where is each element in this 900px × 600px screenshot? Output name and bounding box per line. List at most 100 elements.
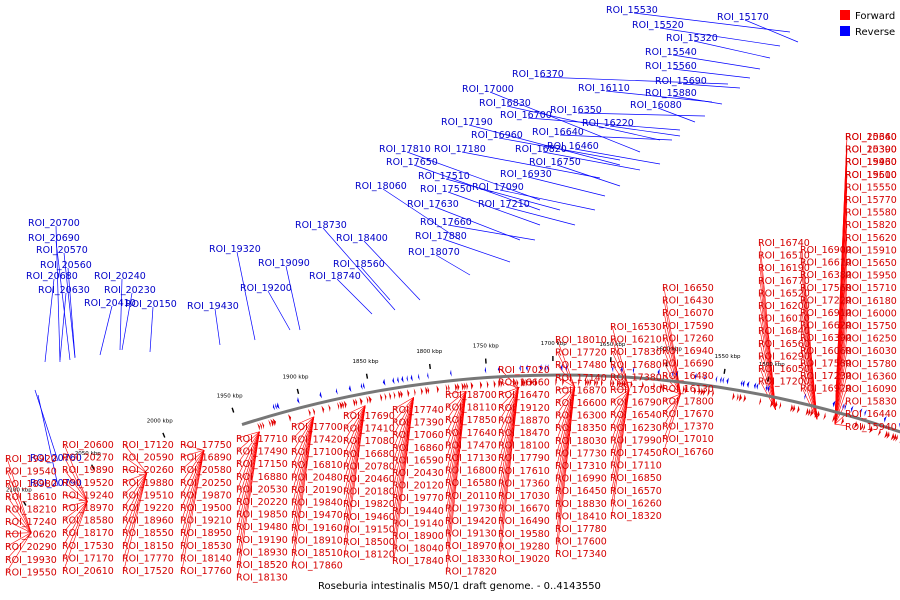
roi-label-forward: ROI_18960 — [122, 516, 174, 527]
reverse-feature — [565, 364, 567, 372]
roi-label-forward: ROI_20610 — [62, 566, 114, 577]
roi-label-forward: ROI_17530 — [62, 541, 114, 552]
roi-label-forward: ROI_15580 — [845, 208, 897, 219]
forward-callout — [123, 473, 148, 495]
roi-label-reverse: ROI_16750 — [529, 157, 581, 168]
forward-feature — [259, 422, 262, 430]
forward-feature — [454, 383, 458, 392]
reverse-feature — [832, 400, 836, 408]
tick-label: 1750 kbp — [473, 344, 499, 350]
roi-label-forward: ROI_19470 — [291, 510, 343, 521]
roi-label-forward: ROI_17380 — [610, 372, 662, 383]
reverse-callout — [505, 206, 576, 226]
reverse-callout — [214, 308, 221, 346]
roi-label-reverse: ROI_17090 — [472, 182, 524, 193]
scale-tick — [365, 373, 369, 379]
forward-feature — [738, 393, 742, 402]
roi-label-forward: ROI_20250 — [180, 478, 232, 489]
forward-callout — [499, 387, 519, 395]
roi-label-reverse: ROI_20760 — [30, 453, 82, 464]
forward-callout — [123, 456, 147, 474]
forward-callout — [237, 431, 260, 489]
roi-label-reverse: ROI_20230 — [104, 285, 156, 296]
roi-label-reverse: ROI_17550 — [420, 184, 472, 195]
roi-label-reverse: ROI_17180 — [434, 144, 486, 155]
roi-label-forward: ROI_20480 — [291, 472, 343, 483]
forward-callout — [393, 397, 414, 473]
roi-label-reverse: ROI_20680 — [26, 271, 78, 282]
forward-feature — [895, 434, 898, 442]
roi-label-forward: ROI_16530 — [610, 322, 662, 333]
forward-callout — [834, 423, 848, 427]
roi-label-forward: ROI_19930 — [5, 555, 57, 566]
forward-feature — [268, 419, 271, 428]
scale-tick — [91, 464, 95, 470]
forward-callout — [393, 397, 414, 435]
forward-callout — [446, 391, 467, 571]
roi-label-forward: ROI_17010 — [662, 434, 714, 445]
reverse-feature — [547, 364, 549, 372]
forward-callout — [556, 387, 576, 554]
forward-feature — [585, 378, 588, 387]
tick-label: 1850 kbp — [353, 359, 379, 365]
forward-feature — [534, 378, 538, 387]
forward-feature — [270, 419, 274, 427]
forward-feature — [457, 383, 460, 392]
forward-feature — [587, 378, 590, 387]
roi-label-forward: ROI_18410 — [555, 511, 607, 522]
roi-label-forward: ROI_16910 — [800, 308, 852, 319]
roi-label-forward: ROI_17420 — [291, 435, 343, 446]
forward-callout — [499, 387, 519, 445]
roi-label-forward: ROI_18900 — [392, 531, 444, 542]
roi-label-forward: ROI_15780 — [845, 359, 897, 370]
forward-callout — [611, 389, 630, 516]
forward-callout — [556, 351, 576, 388]
forward-callout — [663, 349, 681, 395]
roi-label-forward: ROI_19020 — [498, 554, 550, 565]
roi-label-forward: ROI_16920 — [800, 384, 852, 395]
roi-label-reverse: ROI_17810 — [379, 144, 431, 155]
roi-label-reverse: ROI_19320 — [209, 244, 261, 255]
reverse-feature — [844, 403, 847, 411]
forward-feature — [807, 408, 811, 417]
forward-feature — [466, 382, 469, 391]
forward-callout — [123, 473, 148, 520]
scale-tick — [665, 361, 668, 367]
roi-label-reverse: ROI_17210 — [478, 199, 530, 210]
roi-label-forward: ROI_16840 — [758, 326, 810, 337]
forward-callout — [393, 397, 414, 460]
forward-feature — [758, 397, 762, 406]
roi-label-forward: ROI_20660 — [845, 132, 897, 143]
scale-tick — [231, 407, 235, 413]
roi-label-forward: ROI_18120 — [343, 550, 395, 561]
forward-feature — [500, 379, 503, 388]
reverse-callout — [682, 83, 741, 89]
roi-label-reverse: ROI_19090 — [258, 258, 310, 269]
forward-feature — [823, 412, 826, 421]
reverse-callout — [119, 278, 123, 351]
roi-label-forward: ROI_16300 — [555, 411, 607, 422]
roi-label-forward: ROI_16070 — [662, 308, 714, 319]
forward-callout — [446, 391, 467, 470]
forward-callout — [63, 494, 88, 502]
reverse-callout — [336, 278, 373, 315]
forward-feature — [860, 422, 864, 431]
roi-label-forward: ROI_19480 — [236, 522, 288, 533]
roi-label-forward: ROI_17760 — [180, 566, 232, 577]
roi-label-forward: ROI_16680 — [343, 449, 395, 460]
forward-feature — [436, 385, 439, 394]
reverse-callout — [672, 68, 751, 79]
forward-feature — [470, 381, 474, 390]
forward-feature — [684, 385, 688, 394]
roi-label-forward: ROI_16760 — [662, 447, 714, 458]
forward-callout — [123, 473, 148, 545]
roi-label-forward: ROI_16740 — [758, 238, 810, 249]
roi-label-forward: ROI_16610 — [800, 258, 852, 269]
forward-callout — [123, 468, 147, 474]
roi-label-forward: ROI_16180 — [845, 296, 897, 307]
forward-feature — [805, 407, 809, 416]
forward-callout — [801, 311, 818, 420]
forward-feature — [616, 379, 620, 388]
roi-label-reverse: ROI_17650 — [386, 157, 438, 168]
scale-tick — [723, 368, 726, 374]
